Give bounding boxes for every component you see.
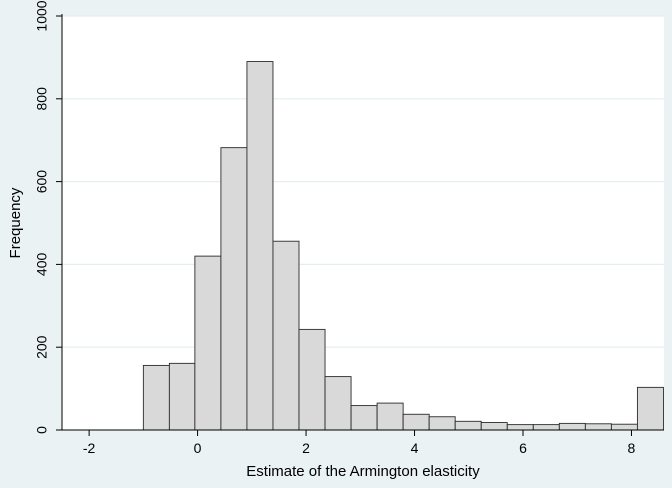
y-axis-label: Frequency — [7, 187, 24, 258]
y-tick-label: 800 — [34, 87, 50, 111]
histogram-bar — [246, 61, 274, 431]
x-axis-label: Estimate of the Armington elasticity — [246, 463, 480, 480]
histogram-bar — [350, 405, 378, 431]
histogram-bar — [168, 362, 196, 431]
x-tick-label: 8 — [628, 440, 636, 456]
bars — [142, 61, 664, 431]
histogram-bar — [142, 364, 170, 431]
y-tick-label: 600 — [34, 170, 50, 194]
x-tick-label: -2 — [83, 440, 96, 456]
x-tick-label: 0 — [194, 440, 202, 456]
x-tick-label: 4 — [411, 440, 419, 456]
histogram-bar — [610, 423, 638, 431]
y-tick-label: 400 — [34, 253, 50, 277]
histogram-bar — [272, 240, 300, 431]
histogram-bar — [220, 147, 248, 431]
gridlines — [62, 15, 664, 348]
y-tick-label: 0 — [34, 426, 50, 434]
histogram-bar — [428, 416, 456, 431]
y-tick-label: 200 — [34, 335, 50, 359]
histogram-bar — [584, 423, 612, 431]
x-tick-label: 6 — [519, 440, 527, 456]
histogram-bar — [636, 386, 664, 431]
axes: -2 0 2 4 6 8 0 200 400 600 800 1000 — [34, 0, 664, 456]
histogram-bar — [194, 255, 222, 431]
histogram-bar — [298, 328, 326, 431]
histogram-bar — [454, 420, 482, 431]
histogram-bar — [324, 376, 352, 431]
histogram-bar — [506, 424, 534, 431]
y-tick-label: 1000 — [34, 0, 50, 31]
plot-area — [62, 16, 664, 430]
histogram-bar — [532, 424, 560, 431]
x-tick-label: 2 — [302, 440, 310, 456]
histogram-bar — [480, 422, 508, 431]
histogram-bar — [376, 402, 404, 431]
histogram-bar — [558, 422, 586, 431]
histogram-bar — [402, 413, 430, 431]
